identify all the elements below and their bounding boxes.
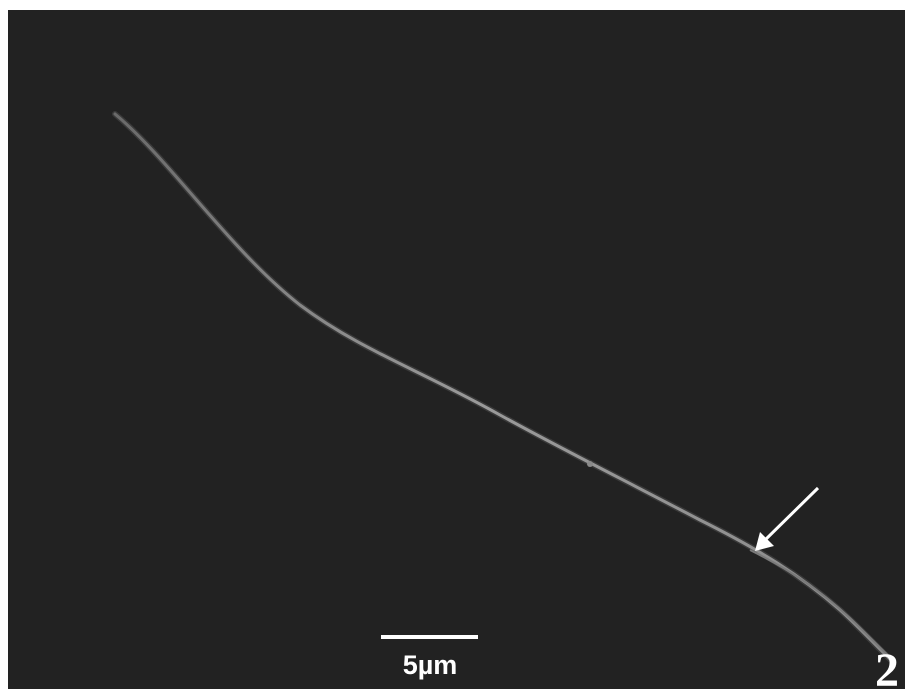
- scale-label: 5µm: [403, 650, 458, 680]
- fiber-knot: [587, 461, 593, 467]
- page: 5µm 2 (() => { const data = JSON.parse(d…: [0, 0, 911, 689]
- image-background: [8, 10, 905, 689]
- panel-label: 2: [875, 644, 899, 689]
- micrograph: 5µm 2: [0, 0, 911, 689]
